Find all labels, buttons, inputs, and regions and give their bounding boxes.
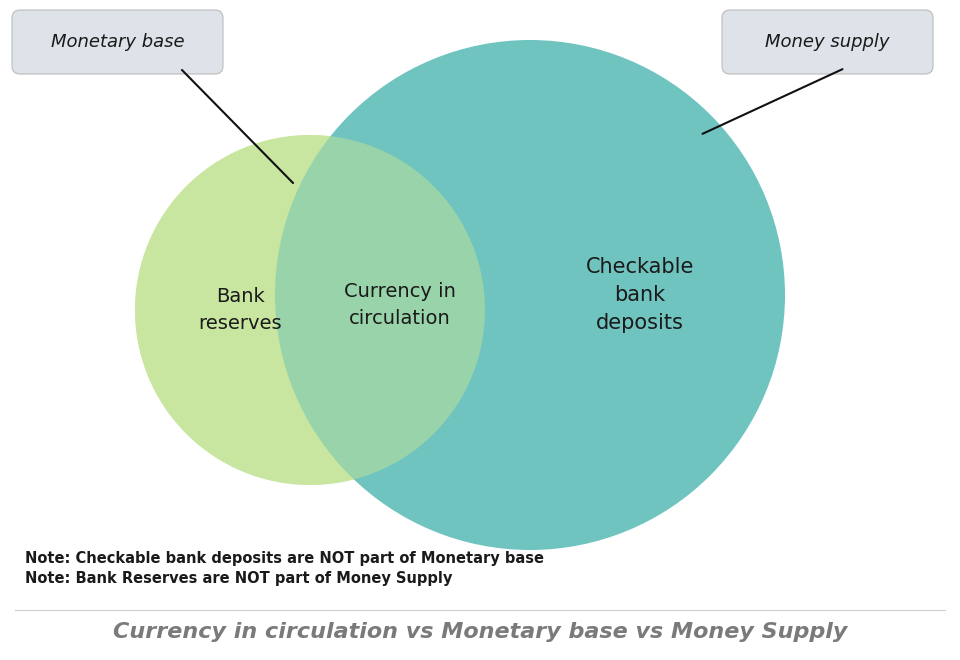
Text: Currency in circulation vs Monetary base vs Money Supply: Currency in circulation vs Monetary base…	[113, 622, 847, 642]
Text: Checkable
bank
deposits: Checkable bank deposits	[586, 257, 694, 333]
Text: Note: Checkable bank deposits are NOT part of Monetary base: Note: Checkable bank deposits are NOT pa…	[25, 550, 544, 566]
Circle shape	[135, 135, 485, 485]
FancyBboxPatch shape	[12, 10, 223, 74]
Text: Money supply: Money supply	[765, 33, 890, 51]
FancyBboxPatch shape	[722, 10, 933, 74]
Text: Currency in
circulation: Currency in circulation	[344, 282, 456, 328]
Circle shape	[275, 40, 785, 550]
Circle shape	[135, 135, 485, 485]
Text: Note: Bank Reserves are NOT part of Money Supply: Note: Bank Reserves are NOT part of Mone…	[25, 570, 452, 585]
Text: Monetary base: Monetary base	[51, 33, 184, 51]
Text: Bank
reserves: Bank reserves	[198, 287, 282, 333]
